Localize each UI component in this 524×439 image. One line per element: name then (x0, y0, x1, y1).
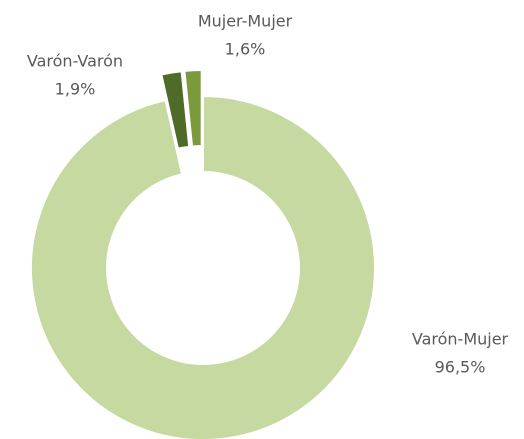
slice-category-label: Varón-Mujer (412, 330, 509, 349)
slice-category-label: Mujer-Mujer (198, 12, 293, 31)
slice (30, 94, 376, 439)
slice-value-label: 1,9% (55, 80, 96, 99)
slice-value-label: 1,6% (225, 40, 266, 59)
slice (160, 70, 191, 150)
slice-value-label: 96,5% (435, 358, 486, 377)
slice-category-label: Varón-Varón (27, 52, 123, 71)
slice (183, 69, 203, 148)
